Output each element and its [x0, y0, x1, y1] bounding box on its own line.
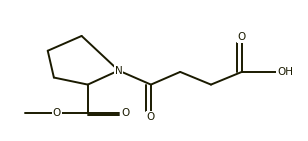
Text: N: N — [115, 66, 123, 75]
Text: O: O — [147, 112, 155, 122]
Text: O: O — [122, 108, 130, 118]
Text: OH: OH — [277, 67, 293, 77]
Text: O: O — [53, 108, 61, 118]
Text: O: O — [238, 32, 246, 42]
